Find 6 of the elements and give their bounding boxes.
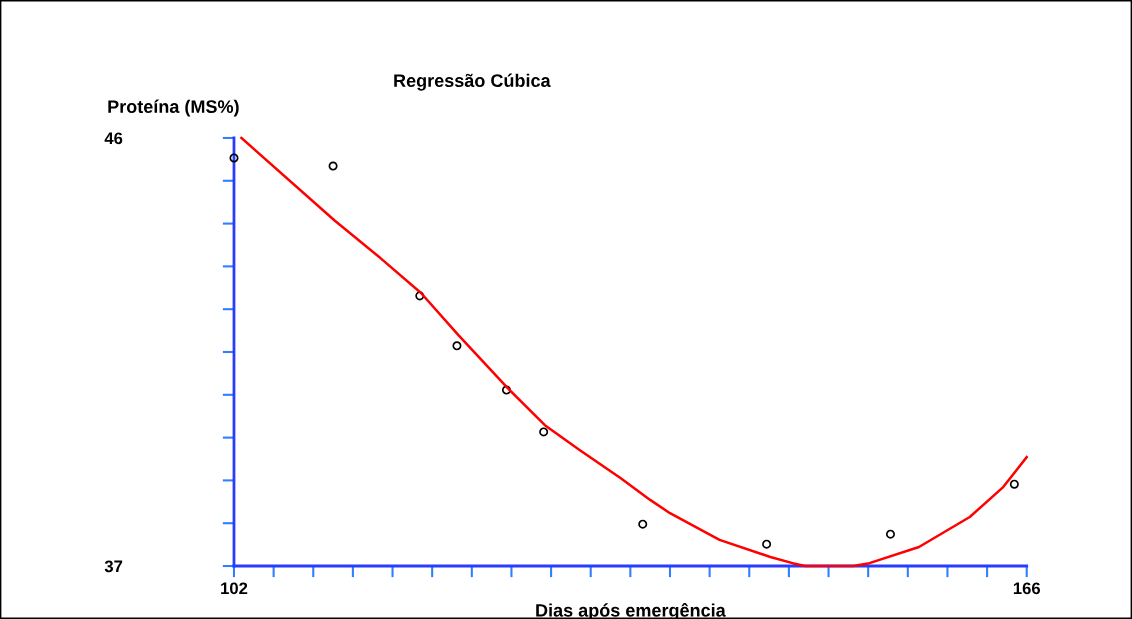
y-tick-label: 46 [104, 132, 123, 145]
x-tick-label: 166 [1013, 582, 1041, 595]
y-tick-label: 37 [104, 560, 123, 573]
x-tick-label: 102 [221, 582, 248, 595]
chart-title: Regressão Cúbica [394, 73, 551, 91]
y-axis-title: Proteína (MS%) [108, 99, 239, 117]
